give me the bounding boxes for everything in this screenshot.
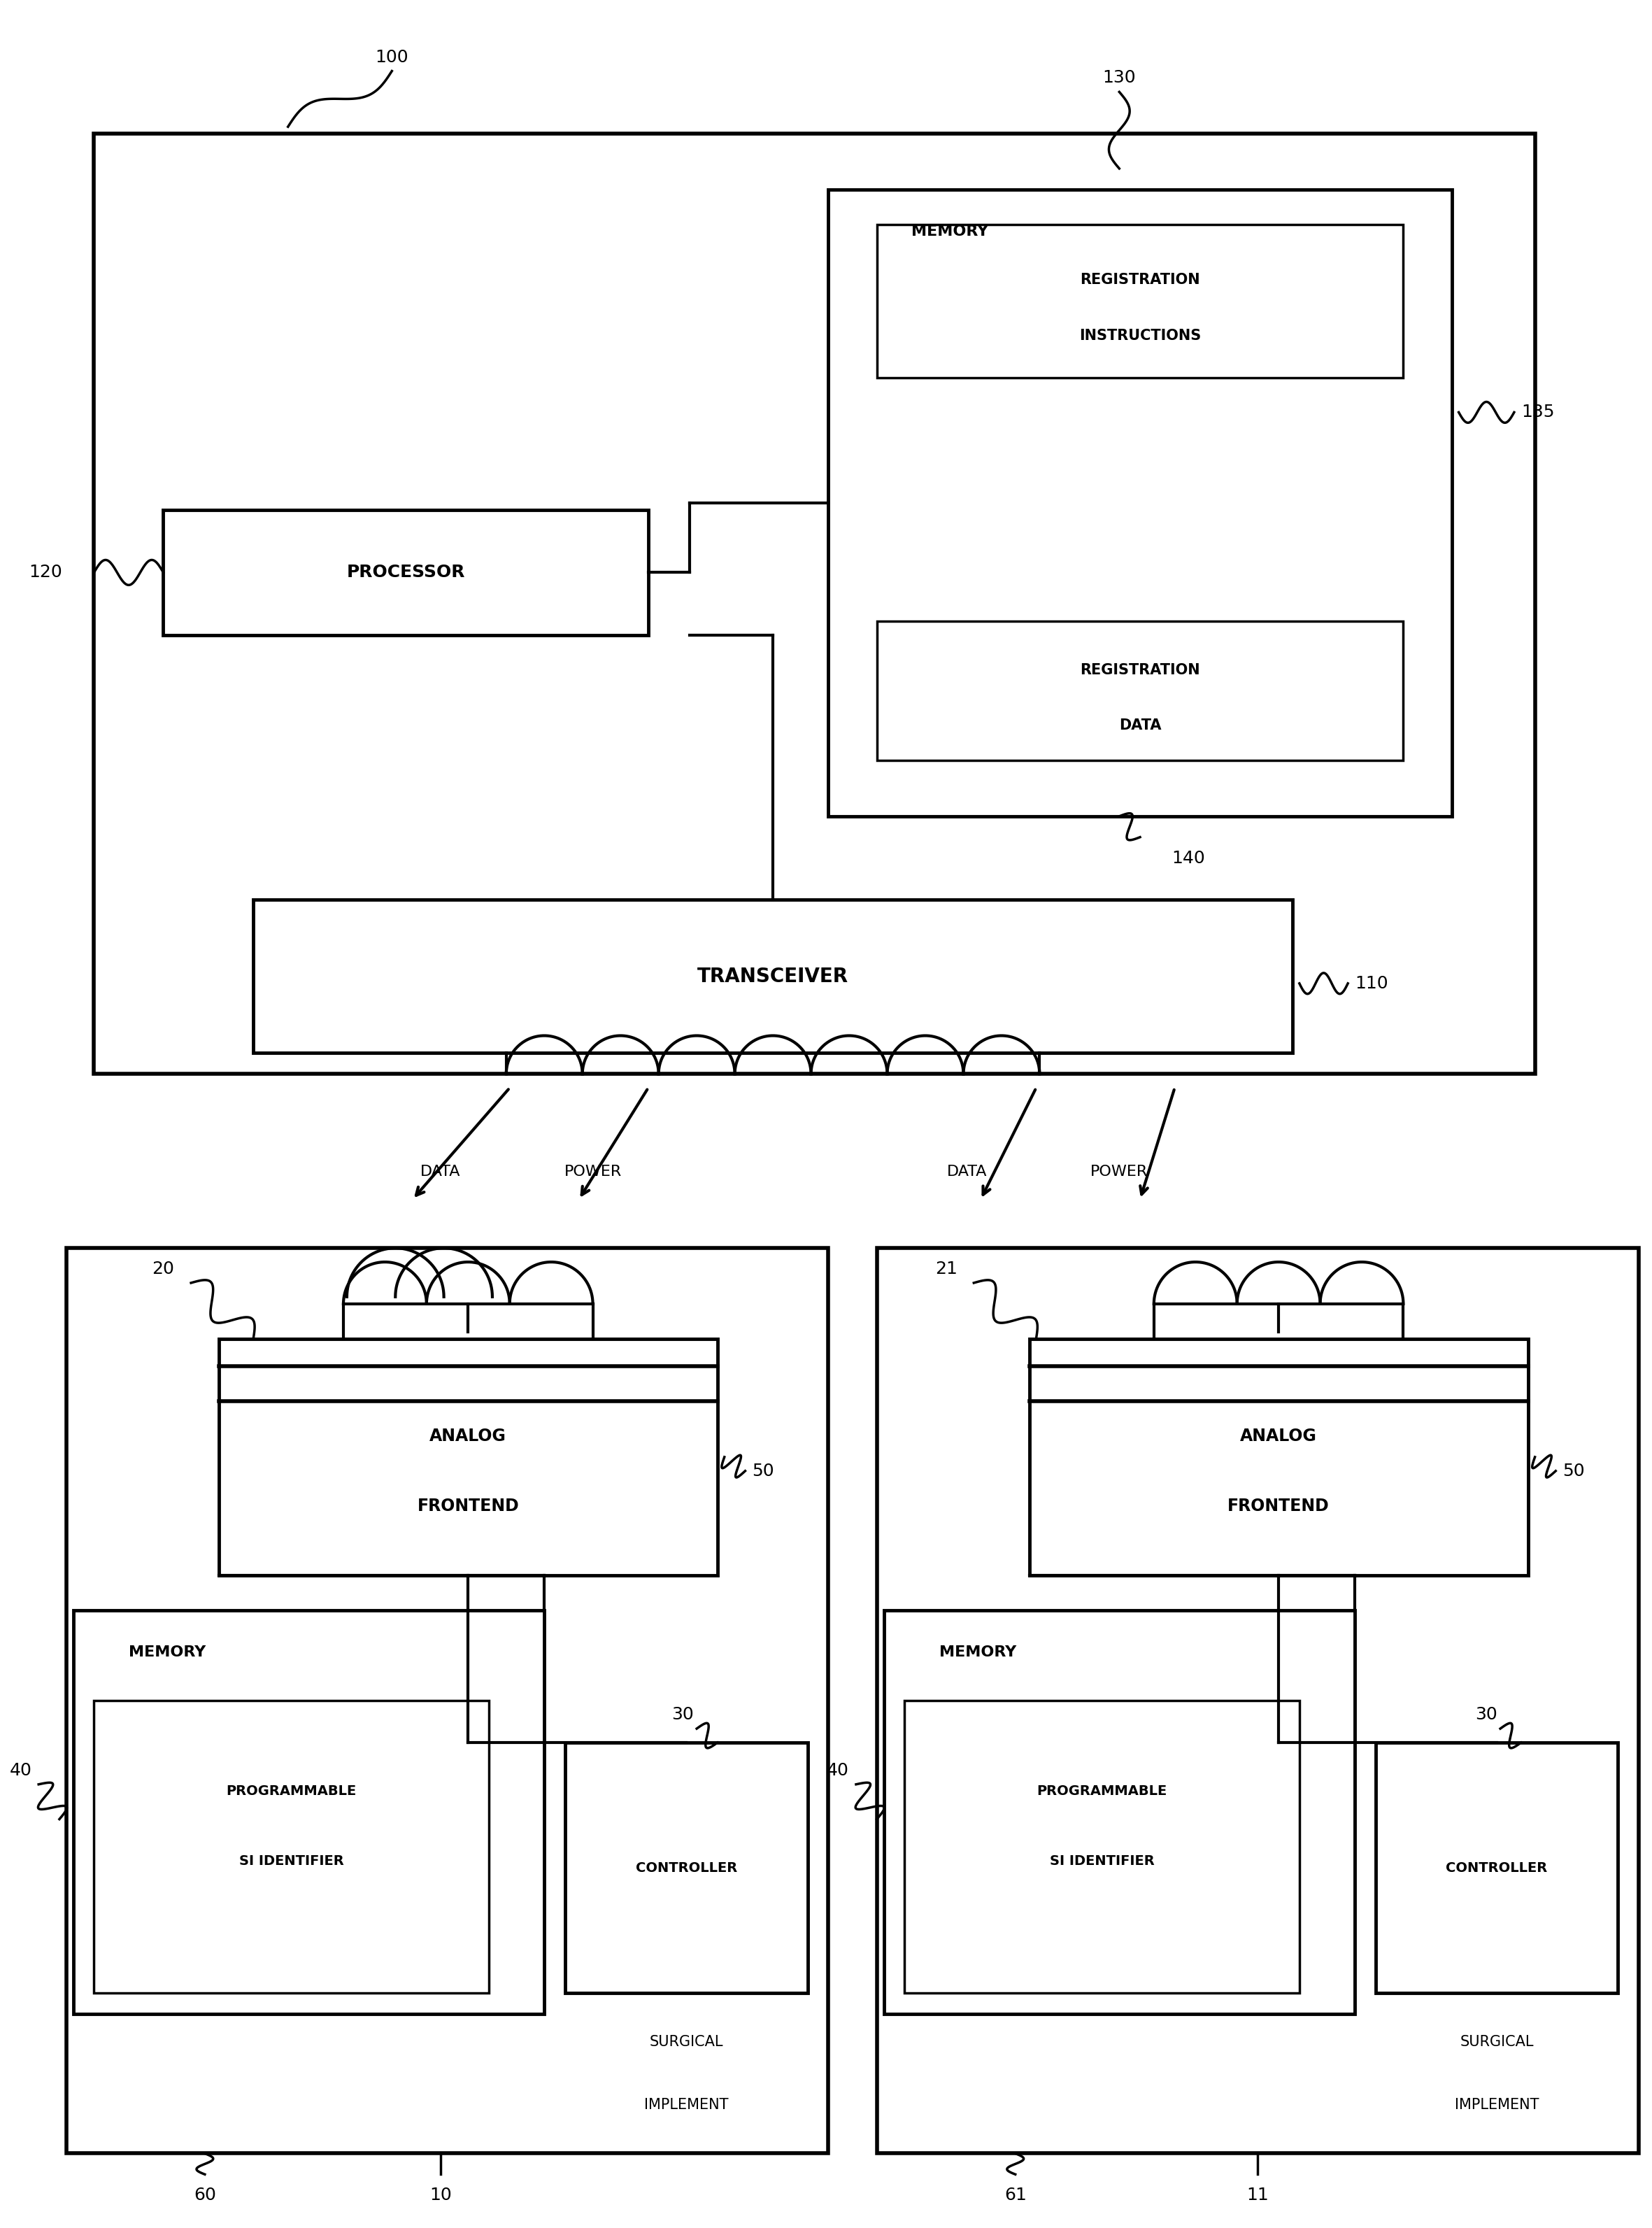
Text: 21: 21: [935, 1261, 957, 1277]
Text: 10: 10: [430, 2188, 451, 2203]
Text: INSTRUCTIONS: INSTRUCTIONS: [1079, 330, 1201, 343]
Bar: [94, 1700, 489, 1994]
Text: DATA: DATA: [1118, 720, 1161, 733]
Bar: [877, 225, 1403, 377]
Text: IMPLEMENT: IMPLEMENT: [1455, 2099, 1540, 2112]
Text: 40: 40: [10, 1762, 31, 1778]
Text: 50: 50: [1563, 1462, 1584, 1479]
Text: REGISTRATION: REGISTRATION: [1080, 274, 1199, 287]
Text: 20: 20: [152, 1261, 175, 1277]
Bar: [877, 1248, 1639, 2154]
Bar: [1029, 1339, 1528, 1575]
Text: 11: 11: [1247, 2188, 1269, 2203]
Text: FRONTEND: FRONTEND: [416, 1497, 519, 1515]
Bar: [164, 510, 648, 635]
Text: DATA: DATA: [420, 1165, 461, 1179]
Bar: [828, 189, 1452, 815]
Text: MEMORY: MEMORY: [912, 225, 988, 238]
Text: REGISTRATION: REGISTRATION: [1080, 664, 1199, 677]
Text: POWER: POWER: [563, 1165, 621, 1179]
Bar: [905, 1700, 1300, 1994]
Text: 40: 40: [826, 1762, 849, 1778]
Text: 120: 120: [28, 564, 63, 582]
Text: 140: 140: [1171, 849, 1206, 867]
Bar: [253, 900, 1292, 1054]
Text: PROGRAMMABLE: PROGRAMMABLE: [226, 1785, 357, 1798]
Text: SI IDENTIFIER: SI IDENTIFIER: [240, 1854, 344, 1867]
Text: 135: 135: [1521, 403, 1555, 421]
Text: SI IDENTIFIER: SI IDENTIFIER: [1049, 1854, 1155, 1867]
Text: PROGRAMMABLE: PROGRAMMABLE: [1037, 1785, 1166, 1798]
Text: 30: 30: [672, 1707, 694, 1722]
Text: MEMORY: MEMORY: [938, 1644, 1016, 1660]
Text: ANALOG: ANALOG: [430, 1428, 507, 1444]
Text: TRANSCEIVER: TRANSCEIVER: [697, 967, 849, 987]
Bar: [565, 1742, 808, 1994]
Text: SURGICAL: SURGICAL: [1460, 2034, 1533, 2050]
Text: 110: 110: [1355, 976, 1388, 991]
Bar: [218, 1339, 717, 1575]
Text: 100: 100: [375, 49, 408, 65]
Text: DATA: DATA: [947, 1165, 986, 1179]
Text: IMPLEMENT: IMPLEMENT: [644, 2099, 729, 2112]
Text: POWER: POWER: [1090, 1165, 1148, 1179]
Text: CONTROLLER: CONTROLLER: [1446, 1860, 1548, 1874]
Text: FRONTEND: FRONTEND: [1227, 1497, 1330, 1515]
Text: 30: 30: [1475, 1707, 1497, 1722]
Text: 61: 61: [1004, 2188, 1026, 2203]
Text: 60: 60: [193, 2188, 216, 2203]
Text: MEMORY: MEMORY: [129, 1644, 206, 1660]
Text: 130: 130: [1102, 69, 1137, 87]
Bar: [94, 134, 1535, 1074]
Text: CONTROLLER: CONTROLLER: [636, 1860, 737, 1874]
Bar: [73, 1611, 544, 2014]
Bar: [877, 622, 1403, 760]
Text: PROCESSOR: PROCESSOR: [347, 564, 464, 582]
Text: 50: 50: [752, 1462, 775, 1479]
Bar: [66, 1248, 828, 2154]
Bar: [1376, 1742, 1617, 1994]
Bar: [884, 1611, 1355, 2014]
Text: SURGICAL: SURGICAL: [649, 2034, 724, 2050]
Text: ANALOG: ANALOG: [1241, 1428, 1317, 1444]
